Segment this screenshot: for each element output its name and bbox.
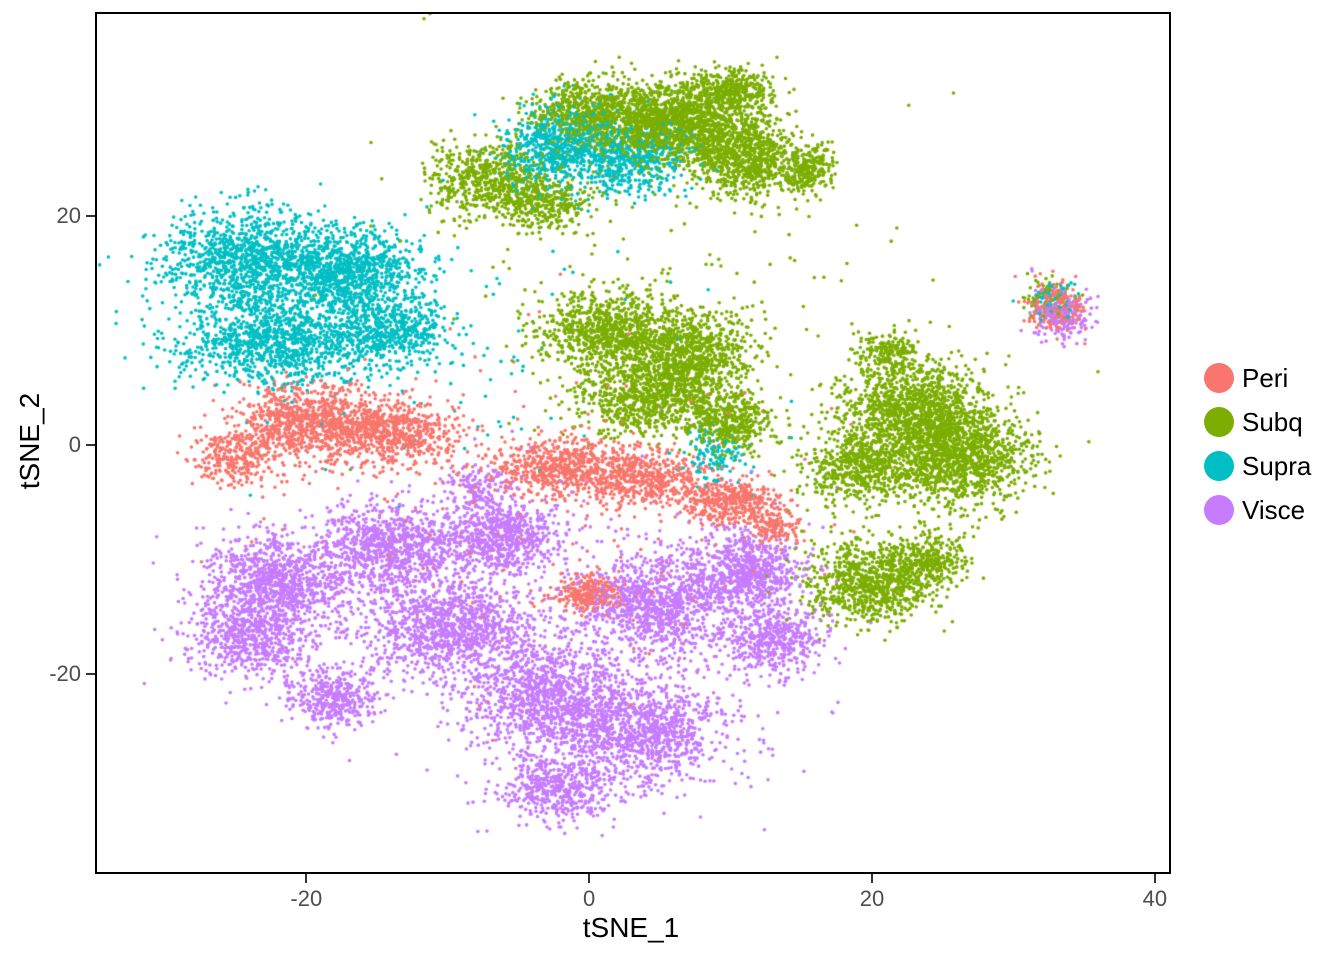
legend-key-circle <box>1204 363 1234 393</box>
y-tick-mark <box>86 214 95 217</box>
y-axis-title: tSNE_2 <box>14 392 45 490</box>
legend-label: Visce <box>1242 494 1306 525</box>
y-tick-label: 0 <box>68 431 81 457</box>
x-tick-label: -20 <box>290 886 323 911</box>
x-axis-title: tSNE_1 <box>582 912 680 943</box>
x-tick-mark <box>305 874 308 883</box>
y-tick-mark <box>86 443 95 446</box>
legend-label: Peri <box>1242 362 1289 393</box>
scatter-points-canvas <box>97 14 1169 872</box>
x-tick-label: 40 <box>1142 886 1168 911</box>
legend-key-circle <box>1204 407 1234 437</box>
legend-label: Subq <box>1242 406 1303 437</box>
legend-item: Peri <box>1204 356 1311 400</box>
legend-item: Supra <box>1204 444 1311 488</box>
plot-panel <box>95 12 1171 874</box>
legend-item: Subq <box>1204 400 1311 444</box>
y-tick-label: 20 <box>56 202 81 228</box>
y-tick-mark <box>86 672 95 675</box>
legend-key-circle <box>1204 495 1234 525</box>
y-tick-label: -20 <box>49 660 81 686</box>
x-tick-label: 0 <box>583 886 596 911</box>
x-tick-mark <box>588 874 591 883</box>
x-tick-mark <box>871 874 873 883</box>
x-tick-label: 20 <box>859 886 885 911</box>
x-tick-mark <box>1153 874 1156 883</box>
legend: Peri Subq Supra Visce <box>1204 356 1311 532</box>
legend-label: Supra <box>1242 450 1312 481</box>
legend-key-circle <box>1204 451 1234 481</box>
legend-item: Visce <box>1204 488 1311 532</box>
